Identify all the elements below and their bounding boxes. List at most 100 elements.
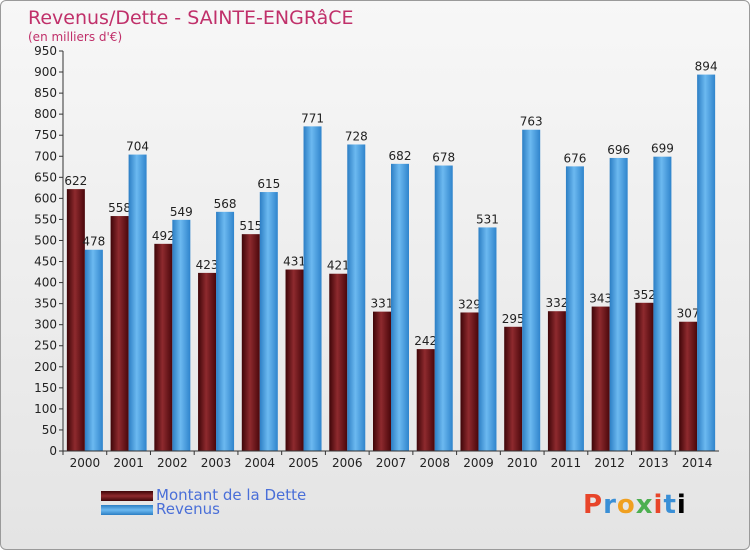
data-label-dette-2013: 352 bbox=[633, 288, 656, 302]
data-label-dette-2004: 515 bbox=[239, 219, 262, 233]
y-tick-label: 100 bbox=[34, 402, 57, 416]
y-tick-label: 550 bbox=[34, 212, 57, 226]
legend-swatch-revenus bbox=[101, 505, 153, 515]
bar-dette-2011 bbox=[547, 311, 566, 451]
chart-subtitle: (en milliers d'€) bbox=[28, 30, 123, 44]
data-label-dette-2008: 242 bbox=[414, 334, 437, 348]
data-label-dette-2012: 343 bbox=[589, 292, 612, 306]
chart-title: Revenus/Dette - SAINTE-ENGRâCE bbox=[28, 7, 354, 29]
bar-dette-2014 bbox=[679, 321, 698, 451]
x-tick-label: 2014 bbox=[682, 456, 713, 470]
y-tick-label: 250 bbox=[34, 339, 57, 353]
legend-label-revenus: Revenus bbox=[156, 500, 220, 518]
data-label-revenus-2002: 549 bbox=[170, 205, 193, 219]
bar-revenus-2013 bbox=[653, 156, 672, 451]
y-tick-label: 0 bbox=[49, 444, 57, 458]
data-label-revenus-2007: 682 bbox=[389, 149, 412, 163]
y-tick-label: 200 bbox=[34, 360, 57, 374]
x-tick-label: 2004 bbox=[245, 456, 276, 470]
bar-dette-2004 bbox=[241, 234, 260, 451]
bar-revenus-2007 bbox=[391, 163, 409, 451]
legend-swatch-debt bbox=[101, 491, 153, 501]
y-tick-label: 900 bbox=[34, 65, 57, 79]
bar-dette-2007 bbox=[373, 311, 391, 451]
data-label-dette-2005: 431 bbox=[283, 255, 306, 269]
y-tick-label: 700 bbox=[34, 149, 57, 163]
x-tick-label: 2009 bbox=[463, 456, 494, 470]
x-tick-label: 2006 bbox=[332, 456, 363, 470]
data-label-revenus-2010: 763 bbox=[520, 115, 543, 129]
data-label-dette-2010: 295 bbox=[502, 312, 525, 326]
bars: 622 558 492 423 515 431 421 331 242 329 295 332 343 3… bbox=[64, 60, 718, 452]
y-tick-label: 800 bbox=[34, 107, 57, 121]
x-tick-label: 2003 bbox=[201, 456, 232, 470]
y-tick-label: 400 bbox=[34, 276, 57, 290]
x-tick-label: 2008 bbox=[419, 456, 450, 470]
x-tick-label: 2011 bbox=[551, 456, 582, 470]
x-tick-label: 2010 bbox=[507, 456, 538, 470]
bar-revenus-2010 bbox=[522, 129, 541, 451]
bar-dette-2002 bbox=[154, 243, 173, 451]
y-tick-label: 600 bbox=[34, 191, 57, 205]
bar-revenus-2014 bbox=[697, 74, 716, 451]
x-tick-label: 2012 bbox=[594, 456, 625, 470]
bar-revenus-2011 bbox=[565, 166, 584, 452]
bar-dette-2012 bbox=[591, 306, 610, 451]
data-label-dette-2000: 622 bbox=[64, 174, 87, 188]
y-tick-label: 350 bbox=[34, 297, 57, 311]
bar-revenus-2003 bbox=[216, 211, 235, 451]
data-label-revenus-2003: 568 bbox=[214, 197, 237, 211]
legend-label-debt: Montant de la Dette bbox=[156, 486, 307, 504]
data-label-revenus-2004: 615 bbox=[257, 177, 280, 191]
bar-dette-2009 bbox=[460, 312, 479, 451]
bar-revenus-2005 bbox=[303, 126, 322, 452]
x-tick-label: 2013 bbox=[638, 456, 669, 470]
data-label-revenus-2009: 531 bbox=[476, 212, 499, 226]
bar-revenus-2012 bbox=[609, 157, 628, 451]
bar-dette-2008 bbox=[416, 349, 435, 451]
y-tick-label: 450 bbox=[34, 255, 57, 269]
data-label-revenus-2014: 894 bbox=[695, 60, 718, 74]
y-tick-label: 850 bbox=[34, 86, 57, 100]
data-label-revenus-2011: 676 bbox=[563, 151, 586, 165]
data-label-dette-2009: 329 bbox=[458, 297, 481, 311]
bar-dette-2005 bbox=[285, 269, 304, 451]
y-tick-label: 750 bbox=[34, 128, 57, 142]
y-tick-label: 650 bbox=[34, 170, 57, 184]
x-tick-label: 2002 bbox=[157, 456, 188, 470]
bar-revenus-2000 bbox=[84, 249, 103, 451]
x-tick-label: 2007 bbox=[376, 456, 407, 470]
y-tick-label: 500 bbox=[34, 233, 57, 247]
data-label-revenus-2005: 771 bbox=[301, 111, 324, 125]
y-axis: 0 50 100 150 200 250 300 350 400 450 500 550 600 650 7… bbox=[34, 44, 64, 458]
data-label-dette-2002: 492 bbox=[152, 229, 175, 243]
bar-revenus-2004 bbox=[259, 192, 278, 452]
bar-revenus-2009 bbox=[478, 227, 497, 451]
data-label-revenus-2008: 678 bbox=[432, 151, 455, 165]
data-label-dette-2011: 332 bbox=[545, 296, 568, 310]
bar-dette-2010 bbox=[504, 326, 523, 451]
data-label-revenus-2012: 696 bbox=[607, 143, 630, 157]
proxiti-logo: Proxiti bbox=[583, 490, 687, 520]
bar-dette-2003 bbox=[198, 272, 217, 451]
x-tick-label: 2000 bbox=[70, 456, 101, 470]
y-tick-label: 950 bbox=[34, 44, 57, 58]
bar-revenus-2006 bbox=[347, 144, 366, 451]
bar-dette-2013 bbox=[635, 302, 654, 451]
bar-dette-2000 bbox=[66, 189, 85, 451]
bar-revenus-2008 bbox=[434, 165, 453, 452]
x-tick-label: 2001 bbox=[113, 456, 144, 470]
data-label-dette-2014: 307 bbox=[677, 307, 700, 321]
x-axis: 2000 2001 2002 2003 2004 2005 2006 2007 2008 2009… bbox=[62, 450, 719, 470]
data-label-dette-2003: 423 bbox=[196, 258, 219, 272]
data-label-revenus-2000: 478 bbox=[82, 235, 105, 249]
bar-revenus-2001 bbox=[128, 154, 147, 451]
data-label-dette-2007: 331 bbox=[371, 297, 394, 311]
bar-dette-2006 bbox=[329, 273, 348, 451]
y-tick-label: 150 bbox=[34, 381, 57, 395]
bar-dette-2001 bbox=[110, 216, 129, 451]
data-label-revenus-2013: 699 bbox=[651, 142, 674, 156]
y-tick-label: 300 bbox=[34, 318, 57, 332]
y-tick-label: 50 bbox=[42, 423, 57, 437]
